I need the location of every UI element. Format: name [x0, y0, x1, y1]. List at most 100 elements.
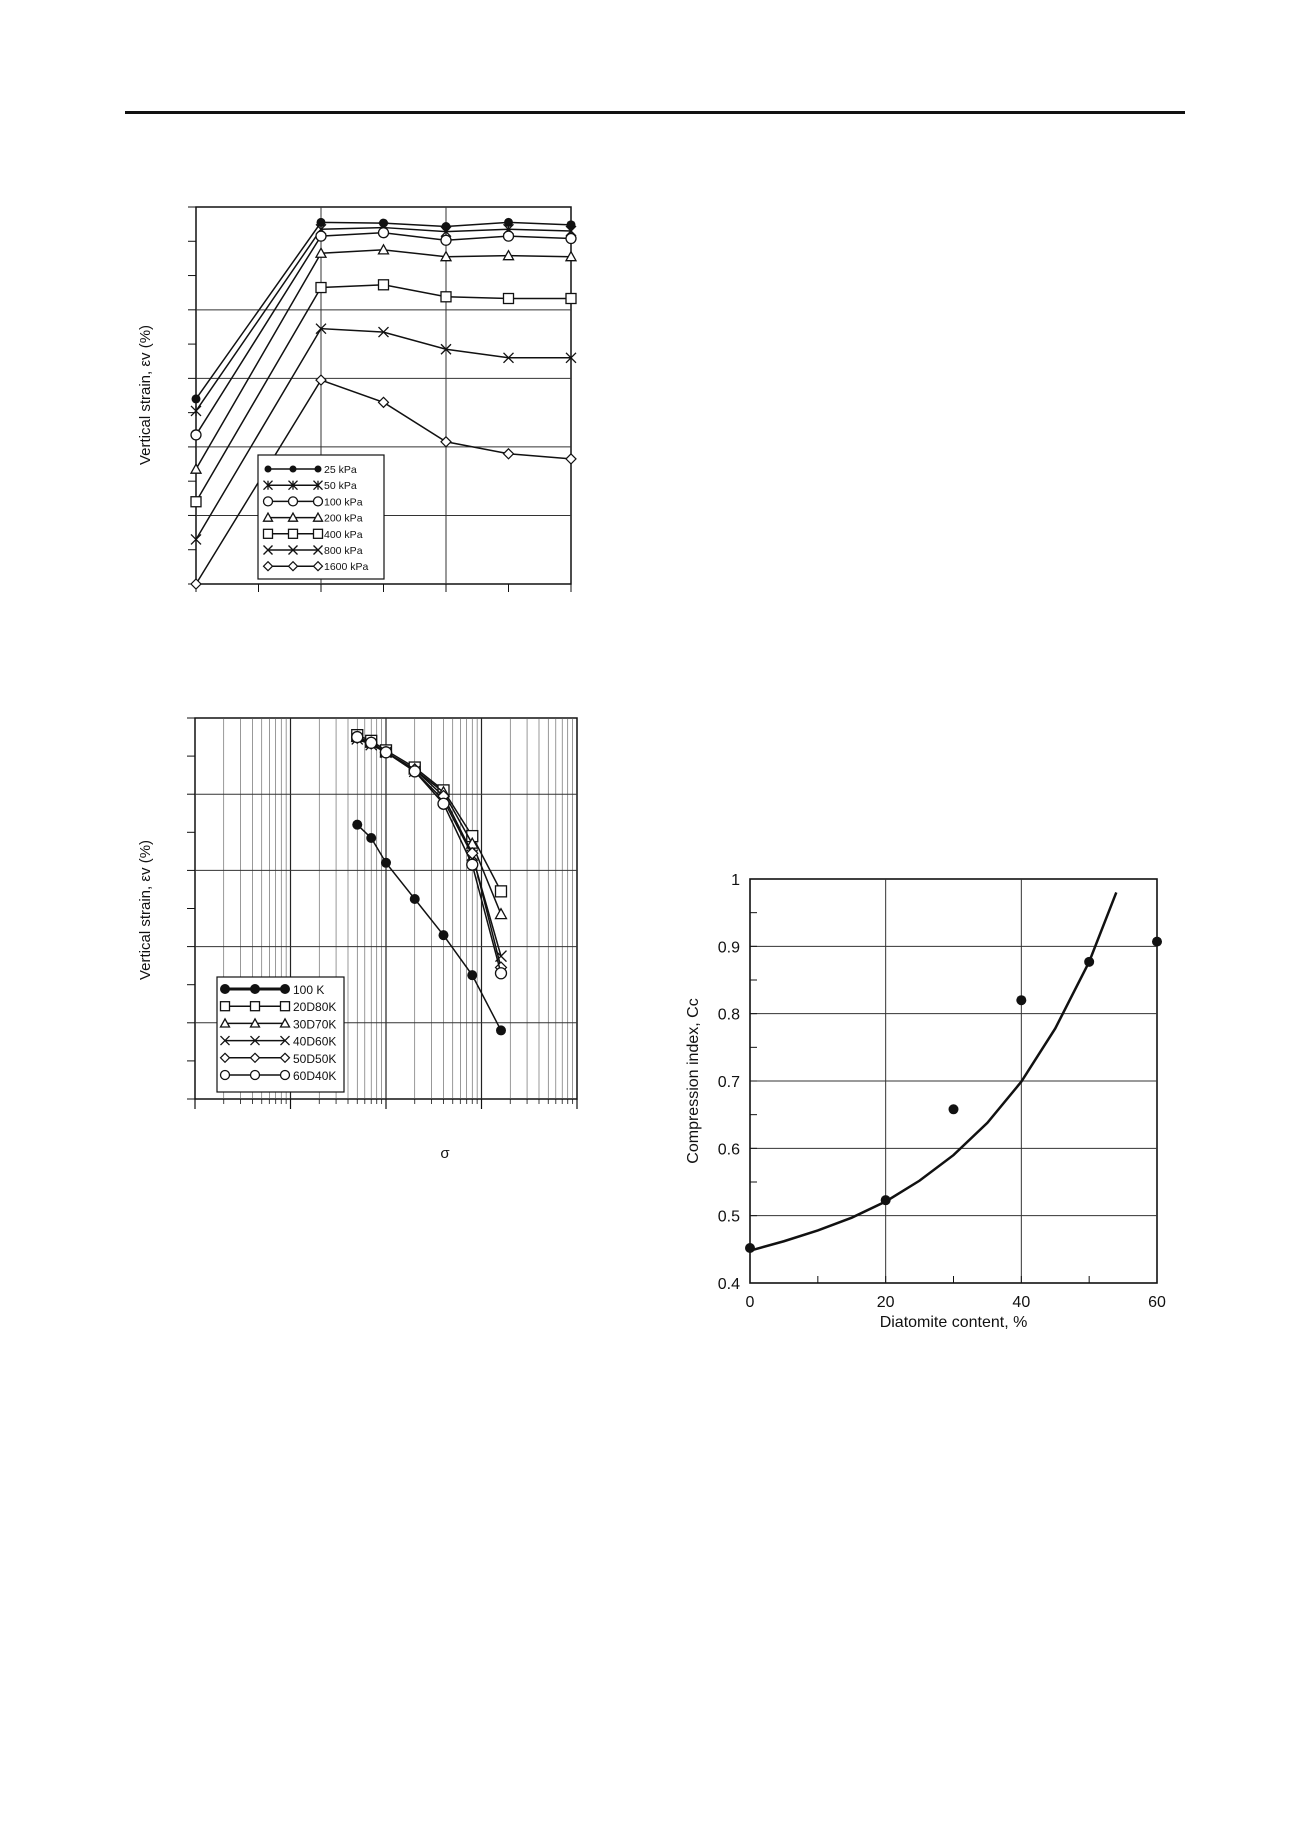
chart-a-point — [190, 405, 202, 417]
chart-a-point — [565, 292, 577, 305]
chart-b-legend-marker — [279, 1001, 291, 1012]
chart-a-point-shape — [191, 394, 201, 404]
chart-b-point-shape — [494, 907, 508, 920]
chart-a-point-shape — [565, 352, 577, 364]
chart-b-legend-marker-shape — [279, 1052, 291, 1064]
chart-a-point-shape — [377, 243, 390, 255]
chart-b-point-shape — [351, 730, 364, 744]
chart-a-series-line — [195, 221, 572, 400]
chart-a-point-shape — [440, 291, 452, 303]
chart-a-point — [377, 227, 390, 239]
chart-b-legend-marker — [249, 1069, 261, 1081]
chart-b-point — [494, 885, 508, 898]
chart-c-point — [948, 1104, 959, 1115]
chart-a-legend-marker-shape — [264, 465, 272, 473]
chart-a-legend-label: 400 kPa — [324, 529, 363, 541]
chart-a-legend-marker-shape — [262, 528, 274, 539]
chart-a-legend-label: 800 kPa — [324, 545, 363, 557]
chart-a-series-line — [195, 231, 572, 436]
chart-b-point — [494, 967, 508, 980]
chart-a-point — [502, 249, 515, 261]
chart-a-legend-label: 1600 kPa — [324, 561, 369, 573]
chart-b-point-shape — [467, 970, 478, 981]
chart-a-legend-marker-shape — [312, 560, 324, 572]
chart-a-point-shape — [565, 232, 577, 245]
chart-c-ytick-label: 1 — [731, 872, 740, 889]
chart-b-series-line — [356, 737, 502, 968]
chart-a-legend-label: 100 kPa — [324, 496, 363, 508]
chart-b-series-line — [356, 824, 502, 1031]
chart-b-point-shape — [495, 1025, 506, 1036]
chart-a-point-shape — [315, 374, 327, 386]
chart-b-legend-marker-shape — [219, 1052, 231, 1064]
chart-a-legend-marker — [262, 528, 274, 539]
chart-b-point — [381, 857, 391, 868]
chart-a-legend-marker-shape — [312, 496, 324, 507]
chart-a-point — [564, 250, 578, 262]
chart-a-legend-marker-shape — [262, 496, 274, 507]
chart-a-point — [377, 279, 390, 291]
chart-a-legend-marker-shape — [287, 511, 299, 522]
chart-a-point — [377, 396, 390, 409]
chart-a-ylabel: Vertical strain, εv (%) — [137, 325, 154, 465]
chart-c-point — [1016, 995, 1027, 1006]
chart-a-point-shape — [190, 578, 202, 590]
chart-a-legend-label: 50 kPa — [324, 480, 357, 492]
chart-a-legend-marker-shape — [288, 545, 298, 555]
chart-a-legend-marker — [288, 480, 298, 491]
chart-a-legend-marker — [263, 545, 273, 555]
chart-a-point-shape — [502, 447, 515, 460]
chart-a-point — [439, 250, 453, 262]
chart-b-ylabel: Vertical strain, εv (%) — [137, 840, 154, 980]
chart-a-point — [502, 230, 515, 242]
chart-b-legend-marker-shape — [220, 984, 230, 994]
chart-b-legend-marker-shape — [280, 984, 290, 994]
chart-a-point — [565, 352, 577, 364]
chart-a-legend-marker-shape — [262, 511, 274, 522]
chart-b-point-shape — [494, 885, 508, 898]
chart-b-point-shape — [381, 857, 391, 868]
chart-a-point-shape — [440, 343, 452, 355]
chart-b-legend-marker-shape — [219, 1001, 231, 1012]
chart-a-point — [565, 453, 577, 465]
chart-b-xlabel: σ — [440, 1145, 450, 1162]
chart-b-legend-marker — [280, 984, 290, 994]
chart-b-point-shape — [379, 746, 393, 759]
chart-a-point-shape — [377, 396, 390, 409]
chart-a-point-shape — [440, 234, 452, 246]
chart-c-ytick-label: 0.6 — [718, 1141, 740, 1158]
chart-b-legend-marker — [279, 1017, 291, 1028]
chart-b-legend-marker — [249, 1052, 261, 1064]
chart-a-series-line — [195, 226, 572, 412]
chart-b-series-line — [356, 738, 502, 957]
chart-a-legend-marker-shape — [313, 545, 323, 555]
chart-b-legend-marker-shape — [250, 984, 260, 994]
chart-a-point — [190, 429, 202, 441]
chart-b-legend-marker — [250, 1035, 260, 1046]
chart-a-legend-marker — [287, 528, 299, 539]
chart-a-point-shape — [378, 326, 389, 338]
chart-a-legend-marker — [262, 496, 274, 507]
chart-a-point — [566, 220, 576, 230]
chart-a-point-shape — [502, 230, 515, 242]
chart-b-point-shape — [437, 797, 450, 810]
chart-c-ylabel: Compression index, Cc — [685, 998, 702, 1163]
chart-a-point — [315, 323, 327, 335]
chart-a-point-shape — [503, 352, 514, 364]
chart-b-legend-marker-shape — [279, 1001, 291, 1012]
chart-a-point — [503, 352, 514, 364]
chart-c-point — [1084, 956, 1095, 967]
chart-a-point — [502, 292, 515, 305]
chart-b-point — [379, 746, 393, 759]
chart-b-legend-marker-shape — [279, 1017, 291, 1028]
chart-b-point-shape — [366, 833, 377, 844]
chart-b-legend-marker — [219, 1017, 231, 1028]
chart-a-legend-marker — [262, 560, 274, 572]
chart-c-fit-curve — [749, 892, 1118, 1252]
chart-a-legend-label: 25 kPa — [324, 464, 357, 476]
chart-a-legend-marker-shape — [314, 465, 322, 473]
chart-b-legend-marker-shape — [219, 1017, 231, 1028]
chart-b-legend-marker-shape — [219, 1069, 231, 1081]
chart-b-point-shape — [466, 858, 479, 871]
